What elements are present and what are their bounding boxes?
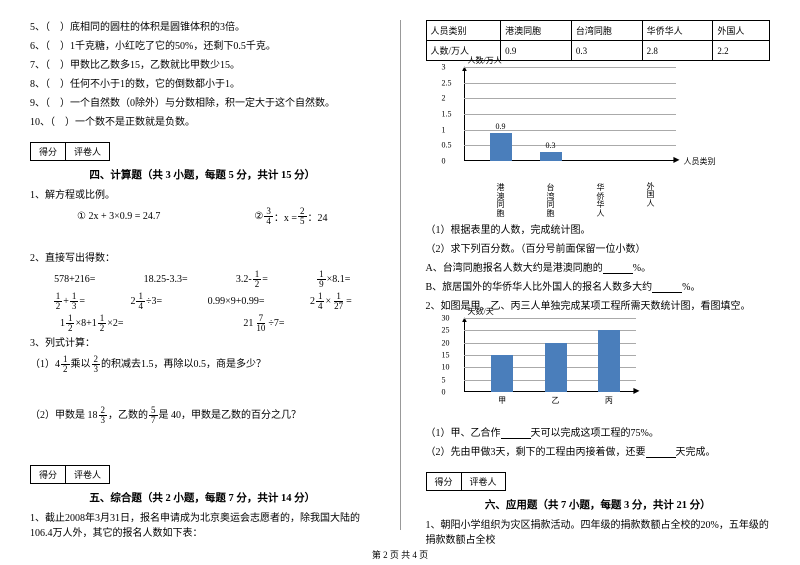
section-4-title: 四、计算题（共 3 小题，每题 5 分，共计 15 分）	[30, 167, 375, 182]
bar	[598, 330, 620, 392]
bar	[491, 355, 513, 392]
bar	[490, 133, 512, 161]
sec5-q1: 1、截止2008年3月31日，报名申请成为北京奥运会志愿者的，除我国大陆的106…	[30, 511, 375, 541]
bar	[545, 343, 567, 392]
tf-item: 10、（ ）一个数不是正数就是负数。	[30, 115, 375, 130]
tf-item: 9、（ ）一个自然数（0除外）与分数相除，积一定大于这个自然数。	[30, 96, 375, 111]
tf-item: 5、（ ）底相同的圆柱的体积是圆锥体积的3倍。	[30, 20, 375, 35]
q3-label: 3、列式计算：	[30, 336, 375, 351]
tf-item: 8、（ ）任何不小于1的数，它的倒数都小于1。	[30, 77, 375, 92]
section-6-title: 六、应用题（共 7 小题，每题 3 分，共计 21 分）	[426, 497, 771, 512]
eq2: ② 34 ：x = 25 ：24	[254, 207, 327, 226]
score-label: 得分	[31, 143, 66, 160]
column-divider	[400, 20, 401, 530]
subA: A、台湾同胞报名人数大约是港澳同胞的%。	[426, 261, 771, 276]
tf-item: 6、（ ）1千克糖，小红吃了它的50%，还剩下0.5千克。	[30, 39, 375, 54]
section-5-title: 五、综合题（共 2 小题，每题 7 分，共计 14 分）	[30, 490, 375, 505]
q3-2: （2）甲数是 18 23 ，乙数的 57 是 40，甲数是乙数的百分之几？	[30, 406, 375, 425]
eq1: ① 2x + 3×0.9 = 24.7	[77, 207, 160, 226]
tf-item: 7、（ ）甲数比乙数多15，乙数就比甲数少15。	[30, 58, 375, 73]
sub2: （2）求下列百分数。（百分号前面保留一位小数）	[426, 242, 771, 257]
subB: B、旅居国外的华侨华人比外国人的报名人数多大约%。	[426, 280, 771, 295]
calc-row: 112×8+112×2=21710÷7=	[30, 314, 375, 333]
sec6-q1: 1、朝阳小学组织为灾区捐款活动。四年级的捐款数额占全校的20%，五年级的捐款数额…	[426, 518, 771, 548]
score-box-6: 得分 评卷人	[426, 472, 506, 491]
sub1: （1）根据表里的人数，完成统计图。	[426, 223, 771, 238]
calc-row: 578+216=18.25-3.3=3.2-12=19×8.1=	[30, 270, 375, 289]
page-footer: 第 2 页 共 4 页	[0, 548, 800, 561]
score-box: 得分 评卷人	[30, 142, 110, 161]
q1-label: 1、解方程或比例。	[30, 188, 375, 203]
c2-1: （1）甲、乙合作天可以完成这项工程的75%。	[426, 426, 771, 441]
right-column: 人员类别港澳同胞台湾同胞华侨华人外国人 人数/万人0.90.32.82.2 人数…	[426, 20, 771, 530]
left-column: 5、（ ）底相同的圆柱的体积是圆锥体积的3倍。 6、（ ）1千克糖，小红吃了它的5…	[30, 20, 375, 530]
score-box-5: 得分 评卷人	[30, 465, 110, 484]
bar	[540, 152, 562, 161]
c2-2: （2）先由甲做3天，剩下的工程由丙接着做，还要天完成。	[426, 445, 771, 460]
calc-row: 12+13=214÷3=0.99×9+0.99=214×127=	[30, 292, 375, 311]
q2-label: 2、直接写出得数：	[30, 251, 375, 266]
q3-1: （1）4 12 乘以 23 的积减去1.5，再除以0.5，商是多少？	[30, 355, 375, 374]
grader-label: 评卷人	[66, 143, 109, 160]
chart-1: 人数/万人▲▶00.511.522.530.9港澳同胞0.3台湾同胞华侨华人外国…	[446, 67, 686, 177]
blank	[652, 283, 682, 293]
eq-row-1: ① 2x + 3×0.9 = 24.7 ② 34 ：x = 25 ：24	[30, 207, 375, 226]
blank	[603, 264, 633, 274]
chart-2: 天数/天▲▶051015202530甲乙丙	[446, 318, 646, 408]
